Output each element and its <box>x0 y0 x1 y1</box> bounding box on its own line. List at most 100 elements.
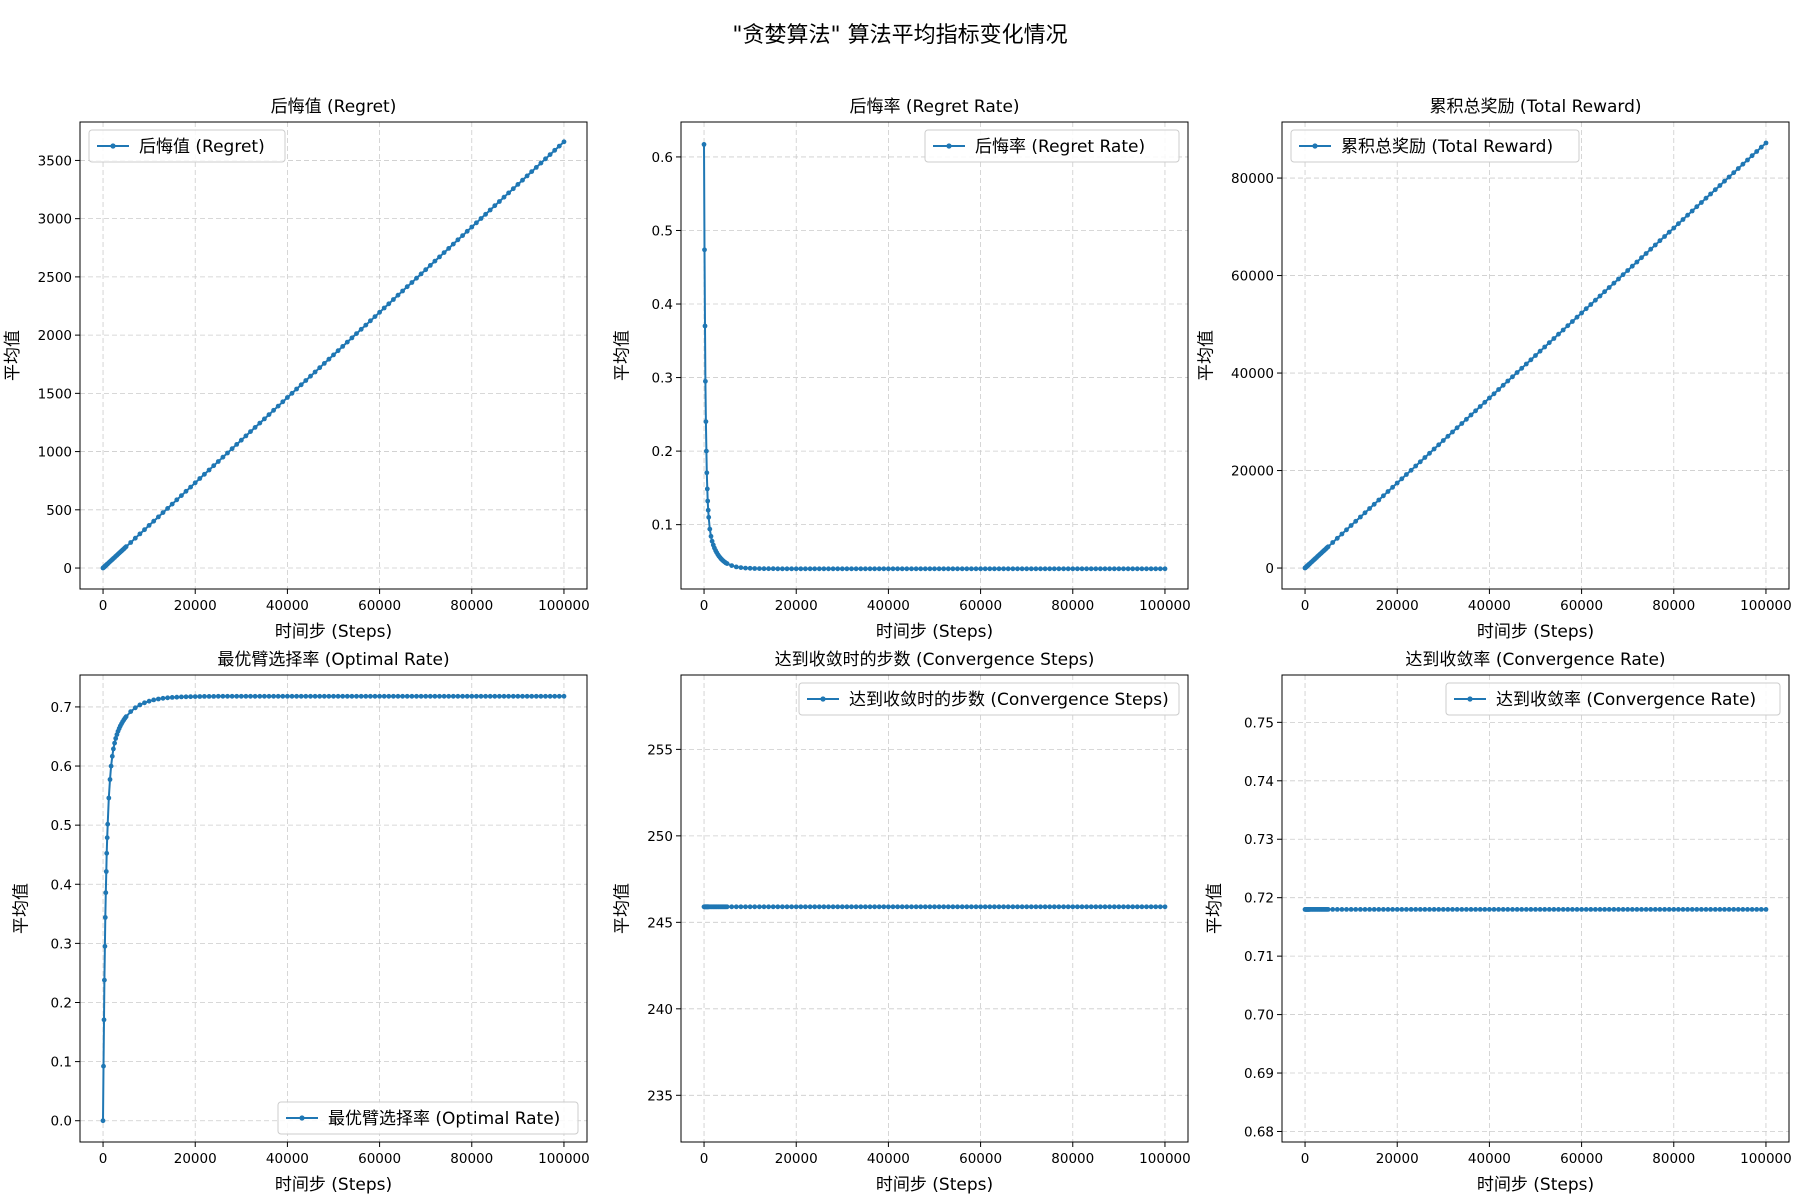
data-point <box>1358 514 1363 520</box>
data-point <box>469 693 475 699</box>
data-point <box>1330 907 1336 912</box>
data-point <box>835 566 841 572</box>
data-point <box>1061 566 1066 572</box>
data-point <box>107 777 113 782</box>
data-point <box>1574 314 1580 320</box>
data-point <box>197 476 203 481</box>
data-point <box>1763 140 1769 146</box>
chart-panels: 0 20000 40000 60000 80000 1000000500100015002… <box>3 97 1792 1195</box>
data-point <box>1148 566 1154 572</box>
data-point <box>101 1017 107 1023</box>
data-point <box>950 566 956 572</box>
data-point <box>169 695 175 700</box>
data-point <box>1445 907 1451 912</box>
series-markers <box>1302 140 1769 571</box>
data-point <box>1450 429 1455 435</box>
data-point <box>858 566 864 572</box>
data-point <box>1616 276 1621 282</box>
data-point <box>386 301 392 307</box>
data-point <box>872 904 877 910</box>
data-point <box>321 693 327 699</box>
data-point <box>1042 904 1048 910</box>
data-point <box>165 506 171 511</box>
data-point <box>111 746 116 752</box>
data-point <box>1116 566 1122 572</box>
legend-marker <box>820 696 826 702</box>
data-point <box>1611 907 1617 912</box>
data-point <box>1537 348 1543 354</box>
data-point <box>303 378 309 383</box>
data-point <box>1047 904 1053 910</box>
data-point <box>1597 293 1603 299</box>
data-point <box>1505 378 1511 384</box>
data-point <box>556 143 562 149</box>
data-point <box>271 407 276 413</box>
data-point <box>849 566 854 572</box>
data-point <box>1024 904 1030 910</box>
data-point <box>1551 907 1557 912</box>
data-point <box>702 323 708 329</box>
data-point <box>1130 566 1136 572</box>
data-point <box>973 566 979 572</box>
data-point <box>1367 506 1372 511</box>
data-point <box>918 904 924 910</box>
data-point <box>1546 907 1552 912</box>
data-point <box>913 566 919 572</box>
data-point <box>1676 907 1681 912</box>
data-point <box>234 693 240 699</box>
data-point <box>1528 907 1534 912</box>
y-tick-label: 0.68 <box>1244 1124 1274 1140</box>
data-point <box>128 709 134 714</box>
data-point <box>1111 566 1117 572</box>
data-point <box>1019 904 1025 910</box>
data-point <box>863 904 868 910</box>
data-point <box>959 904 965 910</box>
data-point <box>1685 907 1690 912</box>
data-point <box>733 564 739 570</box>
data-point <box>414 693 419 699</box>
data-point <box>104 835 110 841</box>
data-point <box>206 467 212 473</box>
data-point <box>1593 297 1598 303</box>
data-point <box>266 693 272 699</box>
data-point <box>229 446 235 452</box>
legend: 最优臂选择率 (Optimal Rate) <box>277 1101 579 1135</box>
data-point <box>1005 904 1011 910</box>
data-point <box>1028 566 1034 572</box>
data-point <box>987 904 993 910</box>
data-point <box>812 566 818 572</box>
data-point <box>1583 306 1589 312</box>
data-point <box>1033 566 1039 572</box>
data-point <box>103 890 109 896</box>
data-point <box>211 463 217 469</box>
data-point <box>1694 204 1700 210</box>
data-point <box>1735 166 1741 171</box>
data-point <box>927 566 933 572</box>
data-point <box>793 904 799 910</box>
data-point <box>1065 566 1071 572</box>
data-point <box>1408 467 1414 473</box>
data-point <box>945 904 951 910</box>
legend-label: 后悔率 (Regret Rate) <box>975 137 1145 157</box>
y-axis-label: 平均值 <box>613 883 633 934</box>
axes-frame <box>1281 674 1790 1143</box>
x-tick-label: 100000 <box>1740 1151 1792 1167</box>
data-point <box>766 566 771 572</box>
axes-frame <box>79 121 588 590</box>
data-point <box>978 566 983 572</box>
data-point <box>1107 566 1112 572</box>
data-point <box>1358 907 1363 912</box>
y-tick-label: 0.7 <box>51 700 72 716</box>
series-markers <box>701 904 1168 910</box>
data-point <box>363 693 369 699</box>
series-markers <box>1302 907 1769 912</box>
x-tick-label: 0 <box>99 598 108 614</box>
y-tick-label: 40000 <box>1231 366 1274 382</box>
data-point <box>238 437 244 443</box>
data-point <box>1648 907 1654 912</box>
x-tick-label: 100000 <box>1139 598 1191 614</box>
data-point <box>340 344 346 349</box>
x-tick-label: 20000 <box>1376 598 1419 614</box>
x-tick-label: 80000 <box>1652 1151 1695 1167</box>
data-point <box>102 915 108 920</box>
